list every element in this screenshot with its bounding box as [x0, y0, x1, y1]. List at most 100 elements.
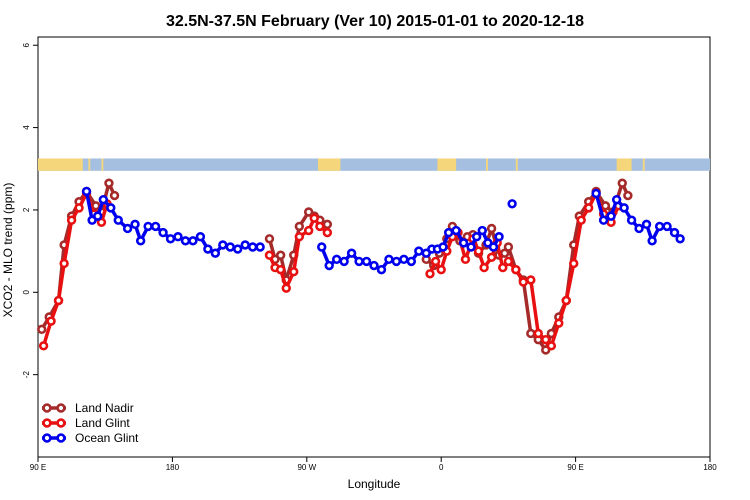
legend-label: Land Nadir: [75, 401, 134, 415]
land-nadir-point: [264, 234, 275, 244]
ocean-glint-point: [591, 188, 601, 199]
ocean-glint-point: [113, 215, 123, 225]
ocean-glint-point: [494, 232, 504, 242]
series-land-nadir: [37, 178, 633, 355]
land-glint-point: [533, 328, 543, 339]
ocean-glint-point: [606, 211, 616, 221]
land-glint-point: [460, 254, 471, 265]
land-glint-point: [66, 215, 77, 225]
ocean-glint-point: [135, 236, 146, 246]
ocean-glint-point: [158, 227, 168, 238]
land-glint-point: [576, 215, 586, 225]
land-glint-point: [479, 262, 489, 273]
ocean-glint-point: [669, 227, 680, 238]
ocean-glint-point: [210, 248, 221, 258]
ocean-glint-point: [399, 254, 409, 265]
ocean-glint-point: [339, 256, 349, 267]
land-nadir-point: [322, 219, 333, 230]
land-nadir-point: [486, 223, 497, 234]
ocean-glint-point: [414, 246, 424, 256]
ocean-glint-point: [195, 232, 206, 242]
legend-swatch-marker: [42, 433, 52, 443]
land-nadir-line: [425, 181, 630, 352]
series-extra-3: [507, 199, 517, 209]
ocean-glint-point: [598, 215, 609, 225]
ocean-glint-point: [150, 221, 161, 232]
land-segment: [437, 158, 457, 171]
ocean-glint-point: [675, 234, 685, 244]
land-glint-point: [59, 258, 69, 269]
land-glint-point: [289, 267, 299, 277]
land-glint-point: [309, 213, 319, 223]
x-tick-label: 180: [703, 463, 717, 472]
land-segment: [616, 158, 632, 171]
land-glint-point: [511, 264, 521, 275]
data-series: [37, 178, 685, 355]
ocean-glint-point: [233, 244, 243, 254]
legend-label: Land Glint: [75, 416, 130, 430]
ocean-glint-point: [458, 238, 469, 248]
x-tick-label: 90 E: [567, 463, 583, 472]
land-glint-point: [46, 316, 56, 326]
series-ocean-glint: [81, 186, 685, 275]
land-glint-point: [554, 318, 564, 328]
land-glint-point: [518, 277, 529, 287]
ocean-glint-point: [443, 227, 454, 238]
ocean-glint-point: [81, 186, 92, 197]
land-nadir-point: [109, 190, 120, 201]
y-axis: -2 0 2 4 6: [22, 42, 38, 378]
x-axis: 90 E 180 90 W 0 90 E 180: [30, 457, 717, 472]
ocean-glint-point: [143, 221, 153, 232]
ocean-glint-point: [331, 254, 342, 265]
land-glint-point: [583, 203, 594, 213]
y-tick-label: 4: [22, 125, 31, 130]
legend-item-land-glint: Land Glint: [42, 416, 130, 430]
x-tick-label: 90 W: [297, 463, 316, 472]
x-tick-label: 180: [166, 463, 180, 472]
land-glint-point: [541, 334, 551, 345]
ocean-glint-point: [376, 264, 387, 275]
land-glint-point: [436, 264, 446, 275]
ocean-glint-point: [384, 254, 394, 265]
legend-swatch-marker: [42, 403, 52, 413]
chart-title: 32.5N-37.5N February (Ver 10) 2015-01-01…: [166, 13, 584, 30]
land-glint-point: [546, 341, 557, 351]
land-segment: [318, 158, 341, 171]
land-nadir-point: [503, 242, 514, 252]
x-tick-label: 0: [439, 463, 444, 472]
ocean-glint-point: [647, 236, 657, 246]
land-segment: [642, 158, 645, 171]
ocean-glint-point: [369, 260, 379, 271]
land-nadir-point: [104, 178, 114, 188]
land-glint-line: [428, 191, 621, 348]
land-glint-point: [473, 246, 484, 256]
land-segment: [515, 158, 518, 171]
land-glint-point: [38, 341, 49, 351]
y-axis-label: XCO2 - MLO trend (ppm): [1, 183, 15, 318]
ocean-glint-point: [466, 242, 476, 252]
ocean-glint-point: [346, 248, 357, 258]
land-glint-point: [526, 275, 536, 285]
ocean-glint-point: [641, 219, 652, 230]
land-glint-point: [322, 227, 333, 238]
x-axis-label: Longitude: [348, 477, 401, 491]
ocean-glint-point: [406, 256, 417, 267]
land-glint-point: [303, 225, 314, 236]
ocean-glint-line: [84, 191, 261, 255]
y-tick-label: 2: [22, 207, 31, 212]
land-glint-point: [430, 256, 441, 267]
land-segment: [101, 158, 104, 171]
ocean-glint-point: [361, 256, 372, 267]
land-nadir-point: [623, 190, 633, 201]
land-glint-point: [486, 252, 497, 262]
ocean-glint-point: [626, 215, 637, 225]
land-glint-point: [281, 283, 291, 293]
ocean-glint-point: [225, 242, 235, 252]
ocean-glint-point: [106, 203, 116, 213]
y-tick-label: 0: [22, 290, 31, 295]
legend-swatch-marker: [42, 418, 52, 428]
ocean-glint-point: [354, 256, 364, 267]
ocean-glint-point: [438, 242, 448, 252]
ocean-glint-point: [619, 203, 629, 213]
ocean-glint-point: [180, 236, 191, 246]
